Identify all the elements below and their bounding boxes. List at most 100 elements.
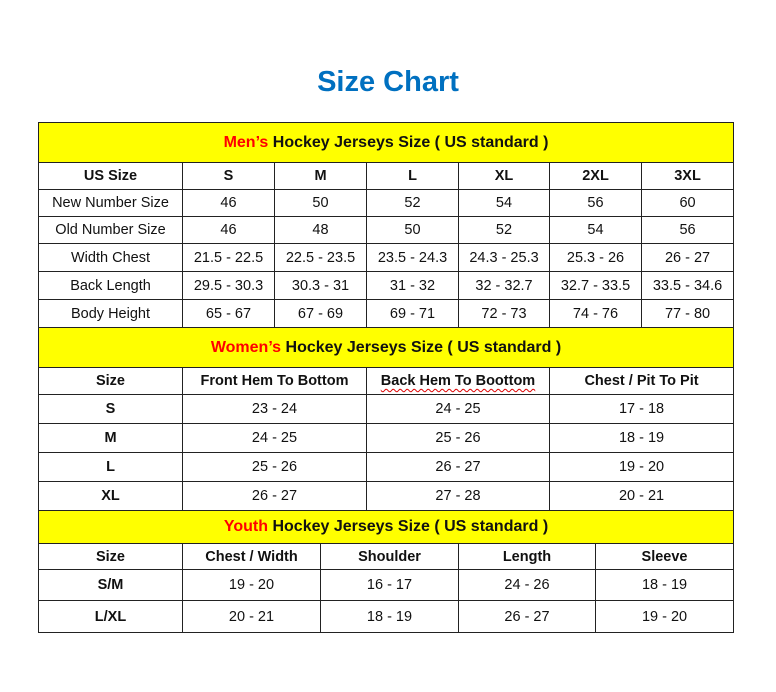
table-cell: 72 - 73 [458,299,550,328]
table-cell: 26 - 27 [366,452,550,482]
column-header: Front Hem To Bottom [182,367,367,395]
table-cell: 50 [274,189,367,217]
column-header: Size [38,367,183,395]
table-cell: 30.3 - 31 [274,271,367,300]
men-section-header: Men’s Hockey Jerseys Size ( US standard … [37,122,735,163]
table-row: S/M 19 - 20 16 - 17 24 - 26 18 - 19 [38,569,735,601]
women-section-header: Women’s Hockey Jerseys Size ( US standar… [37,327,735,368]
table-cell: Back Length [38,271,183,300]
page-title: Size Chart [317,66,459,98]
table-cell: 32.7 - 33.5 [549,271,642,300]
table-cell: 18 - 19 [594,569,735,601]
table-row: L/XL 20 - 21 18 - 19 26 - 27 19 - 20 [38,600,735,633]
table-cell: S/M [38,569,183,601]
table-cell: 33.5 - 34.6 [640,271,735,300]
column-header: Size [38,543,183,570]
youth-heading: Hockey Jerseys Size ( US standard ) [268,518,549,535]
table-cell: 77 - 80 [640,299,735,328]
table-cell: 48 [274,216,367,244]
table-cell: 21.5 - 22.5 [182,243,275,272]
table-cell: 25 - 26 [182,452,367,482]
column-header: Chest / Width [182,543,321,570]
table-cell: 50 [366,216,459,244]
table-cell: New Number Size [38,189,183,217]
table-cell: 26 - 27 [458,600,596,633]
column-header: L [366,162,459,190]
table-cell: 24.3 - 25.3 [458,243,550,272]
table-cell: 52 [458,216,550,244]
table-cell: L/XL [38,600,183,633]
table-cell: 18 - 19 [548,423,735,453]
youth-column-headers: Size Chest / Width Shoulder Length Sleeve [38,543,735,570]
men-accent-label: Men’s [223,133,269,151]
column-header: M [274,162,367,190]
table-cell: 19 - 20 [594,600,735,633]
table-cell: 20 - 21 [548,481,735,511]
table-cell: Body Height [38,299,183,328]
table-row: S 23 - 24 24 - 25 17 - 18 [38,394,735,424]
column-header: Back Hem To Boottom [366,367,550,395]
table-row: M 24 - 25 25 - 26 18 - 19 [38,423,735,453]
table-cell: 16 - 17 [320,569,459,601]
table-row: Body Height 65 - 67 67 - 69 69 - 71 72 - 73 7… [38,299,735,328]
mens-size-table: Men’s Hockey Jerseys Size ( US standard … [37,122,735,328]
table-cell: 60 [640,189,735,217]
table-cell: 23 - 24 [182,394,367,424]
column-header: S [182,162,275,190]
table-cell: 25.3 - 26 [549,243,642,272]
table-row: Back Length 29.5 - 30.3 30.3 - 31 31 - 32 32… [38,271,735,300]
youth-accent-label: Youth [223,518,269,535]
table-cell: 17 - 18 [548,394,735,424]
table-cell: 26 - 27 [182,481,367,511]
table-cell: 23.5 - 24.3 [366,243,459,272]
women-heading: Hockey Jerseys Size ( US standard ) [281,338,562,356]
table-cell: Old Number Size [38,216,183,244]
men-column-headers: US Size S M L XL 2XL 3XL [38,162,735,190]
table-cell: 24 - 25 [366,394,550,424]
table-cell: S [38,394,183,424]
table-cell: Width Chest [38,243,183,272]
table-cell: 19 - 20 [548,452,735,482]
women-column-headers: Size Front Hem To Bottom Back Hem To Boott… [38,367,735,395]
table-cell: M [38,423,183,453]
table-cell: 27 - 28 [366,481,550,511]
table-cell: XL [38,481,183,511]
column-header: 3XL [640,162,735,190]
table-cell: 54 [549,216,642,244]
table-cell: 20 - 21 [182,600,321,633]
column-header: Sleeve [594,543,735,570]
table-cell: 32 - 32.7 [458,271,550,300]
women-accent-label: Women’s [210,338,282,356]
table-cell: 24 - 26 [458,569,596,601]
womens-size-table: Women’s Hockey Jerseys Size ( US standar… [37,327,735,511]
table-cell: 69 - 71 [366,299,459,328]
table-cell: 24 - 25 [182,423,367,453]
table-cell: 19 - 20 [182,569,321,601]
table-cell: 67 - 69 [274,299,367,328]
table-cell: 65 - 67 [182,299,275,328]
table-cell: 52 [366,189,459,217]
table-cell: 54 [458,189,550,217]
table-cell: 25 - 26 [366,423,550,453]
table-cell: 31 - 32 [366,271,459,300]
table-cell: 74 - 76 [549,299,642,328]
column-header: XL [458,162,550,190]
column-header: Chest / Pit To Pit [548,367,735,395]
column-header: US Size [38,162,183,190]
table-cell: 56 [640,216,735,244]
table-row: Old Number Size 46 48 50 52 54 56 [38,216,735,244]
table-cell: 46 [182,216,275,244]
column-header: Length [458,543,596,570]
youth-section-header: Youth Hockey Jerseys Size ( US standard … [37,510,735,544]
table-row: XL 26 - 27 27 - 28 20 - 21 [38,481,735,511]
table-cell: 46 [182,189,275,217]
men-heading: Hockey Jerseys Size ( US standard ) [268,133,549,151]
column-header: Shoulder [320,543,459,570]
table-row: Width Chest 21.5 - 22.5 22.5 - 23.5 23.5 - … [38,243,735,272]
table-row: New Number Size 46 50 52 54 56 60 [38,189,735,217]
column-header: 2XL [549,162,642,190]
table-row: L 25 - 26 26 - 27 19 - 20 [38,452,735,482]
table-cell: L [38,452,183,482]
table-cell: 18 - 19 [320,600,459,633]
youth-size-table: Youth Hockey Jerseys Size ( US standard … [37,510,735,633]
